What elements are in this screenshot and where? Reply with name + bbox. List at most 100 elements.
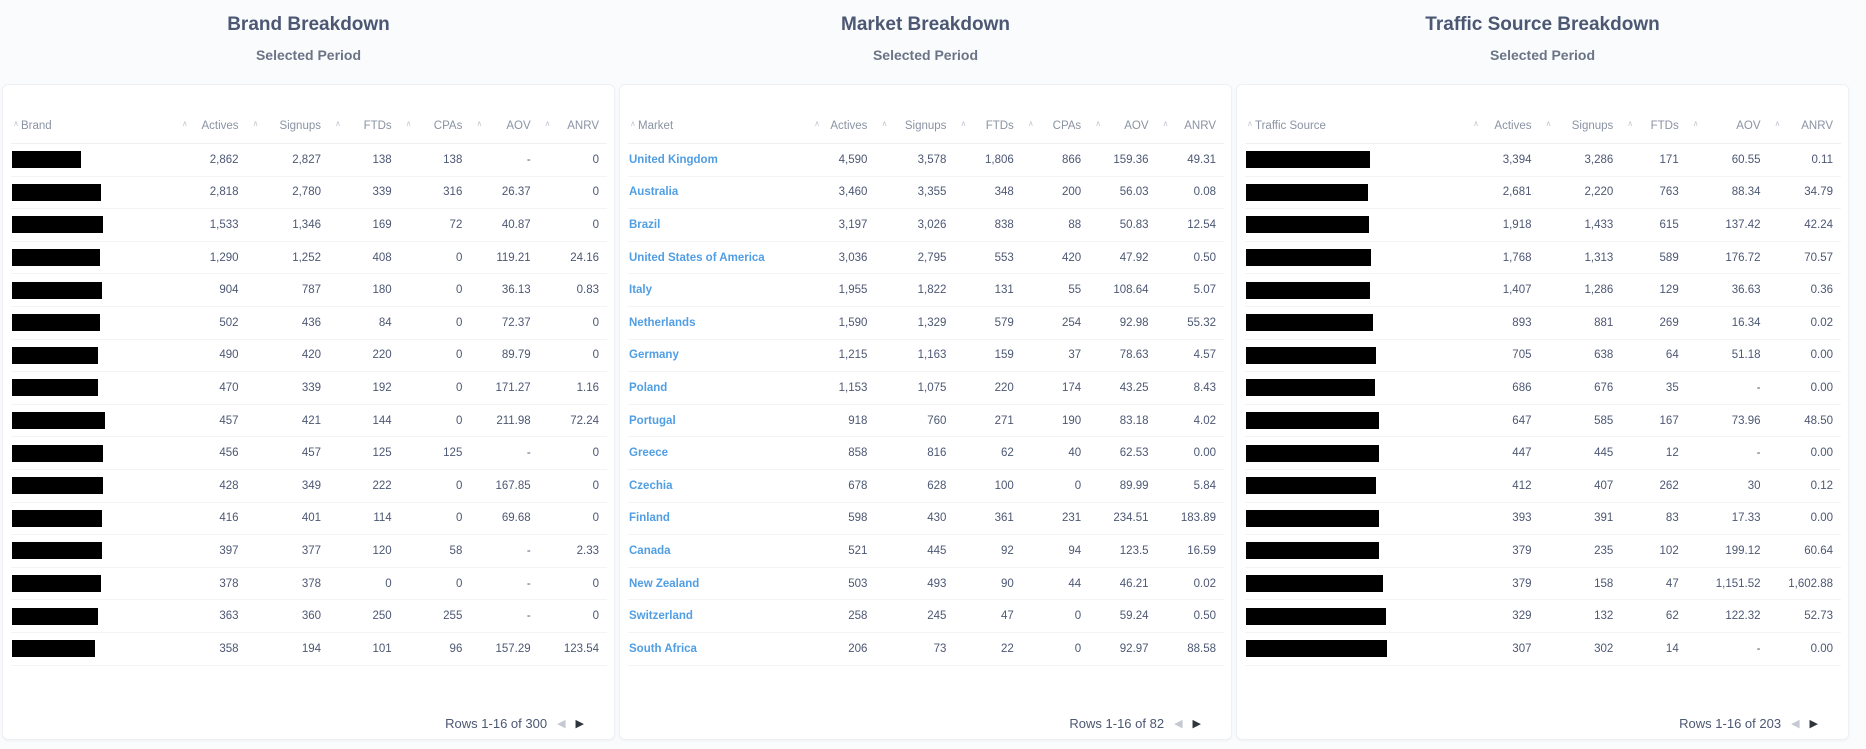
column-header-cpas[interactable]: ∧ CPAs bbox=[1021, 109, 1090, 144]
column-header-anrv[interactable]: ∧ ANRV bbox=[1156, 109, 1224, 144]
row-name-cell[interactable] bbox=[11, 599, 176, 633]
row-name-cell[interactable] bbox=[1245, 241, 1468, 275]
row-name-cell[interactable] bbox=[1245, 599, 1468, 633]
cell-ftds: 838 bbox=[954, 208, 1022, 242]
column-header-anrv[interactable]: ∧ ANRV bbox=[538, 109, 607, 144]
row-name-cell[interactable] bbox=[11, 306, 176, 340]
cell-ftds: 171 bbox=[1621, 143, 1687, 177]
sort-arrow-icon: ∧ bbox=[335, 119, 341, 128]
column-header-cpas[interactable]: ∧ CPAs bbox=[399, 109, 471, 144]
chevron-right-icon[interactable]: ▶ bbox=[1192, 718, 1201, 730]
row-name-cell[interactable] bbox=[11, 567, 176, 601]
cell-signups: 3,578 bbox=[875, 143, 955, 177]
chevron-left-icon[interactable]: ◀ bbox=[1791, 718, 1800, 730]
cell-anrv: 0.50 bbox=[1156, 241, 1224, 275]
row-name-cell[interactable] bbox=[11, 273, 176, 307]
row-name-cell[interactable] bbox=[1245, 632, 1468, 666]
cell-ftds: 271 bbox=[954, 404, 1022, 438]
row-name-cell[interactable] bbox=[1245, 567, 1468, 601]
column-header-market[interactable]: ∧ Market bbox=[628, 109, 809, 144]
sort-arrow-icon: ∧ bbox=[630, 119, 636, 128]
column-header-signups[interactable]: ∧ Signups bbox=[246, 109, 329, 144]
column-header-signups[interactable]: ∧ Signups bbox=[1539, 109, 1622, 144]
row-name-cell[interactable] bbox=[1245, 306, 1468, 340]
row-name-cell[interactable] bbox=[11, 371, 176, 405]
row-name-link[interactable]: Italy bbox=[628, 273, 809, 307]
cell-signups: 816 bbox=[875, 436, 955, 470]
row-name-link[interactable]: United Kingdom bbox=[628, 143, 809, 177]
row-name-link[interactable]: Poland bbox=[628, 371, 809, 405]
row-name-link[interactable]: South Africa bbox=[628, 632, 809, 666]
row-name-cell[interactable] bbox=[11, 534, 176, 568]
row-name-link[interactable]: Greece bbox=[628, 436, 809, 470]
redacted-name-bar bbox=[12, 412, 105, 430]
cell-signups: 1,313 bbox=[1539, 241, 1622, 275]
row-name-cell[interactable] bbox=[11, 208, 176, 242]
row-name-link[interactable]: Switzerland bbox=[628, 599, 809, 633]
row-name-cell[interactable] bbox=[1245, 371, 1468, 405]
column-header-actives[interactable]: ∧ Actives bbox=[808, 109, 876, 144]
cell-anrv: 183.89 bbox=[1156, 502, 1224, 536]
column-header-ftds[interactable]: ∧ FTDs bbox=[329, 109, 400, 144]
cell-ftds: 269 bbox=[1621, 306, 1687, 340]
column-header-aov[interactable]: ∧ AOV bbox=[470, 109, 539, 144]
column-header-aov[interactable]: ∧ AOV bbox=[1089, 109, 1157, 144]
row-name-cell[interactable] bbox=[1245, 534, 1468, 568]
row-name-link[interactable]: Germany bbox=[628, 339, 809, 373]
row-name-link[interactable]: Portugal bbox=[628, 404, 809, 438]
column-header-brand[interactable]: ∧ Brand bbox=[11, 109, 176, 144]
table-row: Italy 1,955 1,822 131 55 108.64 5.07 bbox=[628, 273, 1224, 307]
chevron-right-icon[interactable]: ▶ bbox=[1809, 718, 1818, 730]
row-name-link[interactable]: Canada bbox=[628, 534, 809, 568]
row-name-cell[interactable] bbox=[11, 502, 176, 536]
row-name-cell[interactable] bbox=[11, 143, 176, 177]
row-name-cell[interactable] bbox=[1245, 339, 1468, 373]
row-name-cell[interactable] bbox=[1245, 208, 1468, 242]
table-row: Czechia 678 628 100 0 89.99 5.84 bbox=[628, 469, 1224, 503]
cell-anrv: 0 bbox=[538, 339, 607, 373]
redacted-name-bar bbox=[12, 314, 100, 332]
row-name-cell[interactable] bbox=[1245, 404, 1468, 438]
row-name-cell[interactable] bbox=[11, 436, 176, 470]
row-name-link[interactable]: New Zealand bbox=[628, 567, 809, 601]
chevron-right-icon[interactable]: ▶ bbox=[575, 718, 584, 730]
row-name-link[interactable]: Finland bbox=[628, 502, 809, 536]
row-name-cell[interactable] bbox=[11, 632, 176, 666]
row-name-cell[interactable] bbox=[1245, 502, 1468, 536]
row-name-cell[interactable] bbox=[11, 339, 176, 373]
row-name-cell[interactable] bbox=[11, 176, 176, 210]
sort-arrow-icon: ∧ bbox=[1473, 119, 1479, 128]
row-name-cell[interactable] bbox=[1245, 273, 1468, 307]
column-header-ftds[interactable]: ∧ FTDs bbox=[954, 109, 1022, 144]
row-name-cell[interactable] bbox=[1245, 176, 1468, 210]
table-row: Canada 521 445 92 94 123.5 16.59 bbox=[628, 534, 1224, 568]
cell-ftds: 114 bbox=[329, 502, 400, 536]
cell-cpas: 125 bbox=[399, 436, 471, 470]
cell-actives: 918 bbox=[808, 404, 876, 438]
row-name-link[interactable]: United States of America bbox=[628, 241, 809, 275]
cell-cpas: 866 bbox=[1021, 143, 1090, 177]
chevron-left-icon[interactable]: ◀ bbox=[557, 718, 566, 730]
column-header-label: ANRV bbox=[1801, 120, 1833, 132]
row-name-link[interactable]: Czechia bbox=[628, 469, 809, 503]
row-name-link[interactable]: Netherlands bbox=[628, 306, 809, 340]
redacted-name-bar bbox=[1246, 346, 1376, 364]
row-name-link[interactable]: Brazil bbox=[628, 208, 809, 242]
row-name-cell[interactable] bbox=[11, 469, 176, 503]
row-name-cell[interactable] bbox=[11, 241, 176, 275]
cell-ftds: 262 bbox=[1621, 469, 1687, 503]
column-header-traffic-source[interactable]: ∧ Traffic Source bbox=[1245, 109, 1468, 144]
row-name-cell[interactable] bbox=[1245, 469, 1468, 503]
cell-signups: 132 bbox=[1539, 599, 1622, 633]
row-name-link[interactable]: Australia bbox=[628, 176, 809, 210]
row-name-cell[interactable] bbox=[1245, 436, 1468, 470]
chevron-left-icon[interactable]: ◀ bbox=[1174, 718, 1183, 730]
column-header-anrv[interactable]: ∧ ANRV bbox=[1768, 109, 1841, 144]
column-header-aov[interactable]: ∧ AOV bbox=[1686, 109, 1769, 144]
column-header-signups[interactable]: ∧ Signups bbox=[875, 109, 955, 144]
row-name-cell[interactable] bbox=[1245, 143, 1468, 177]
column-header-actives[interactable]: ∧ Actives bbox=[1467, 109, 1540, 144]
row-name-cell[interactable] bbox=[11, 404, 176, 438]
column-header-actives[interactable]: ∧ Actives bbox=[175, 109, 247, 144]
column-header-ftds[interactable]: ∧ FTDs bbox=[1621, 109, 1687, 144]
